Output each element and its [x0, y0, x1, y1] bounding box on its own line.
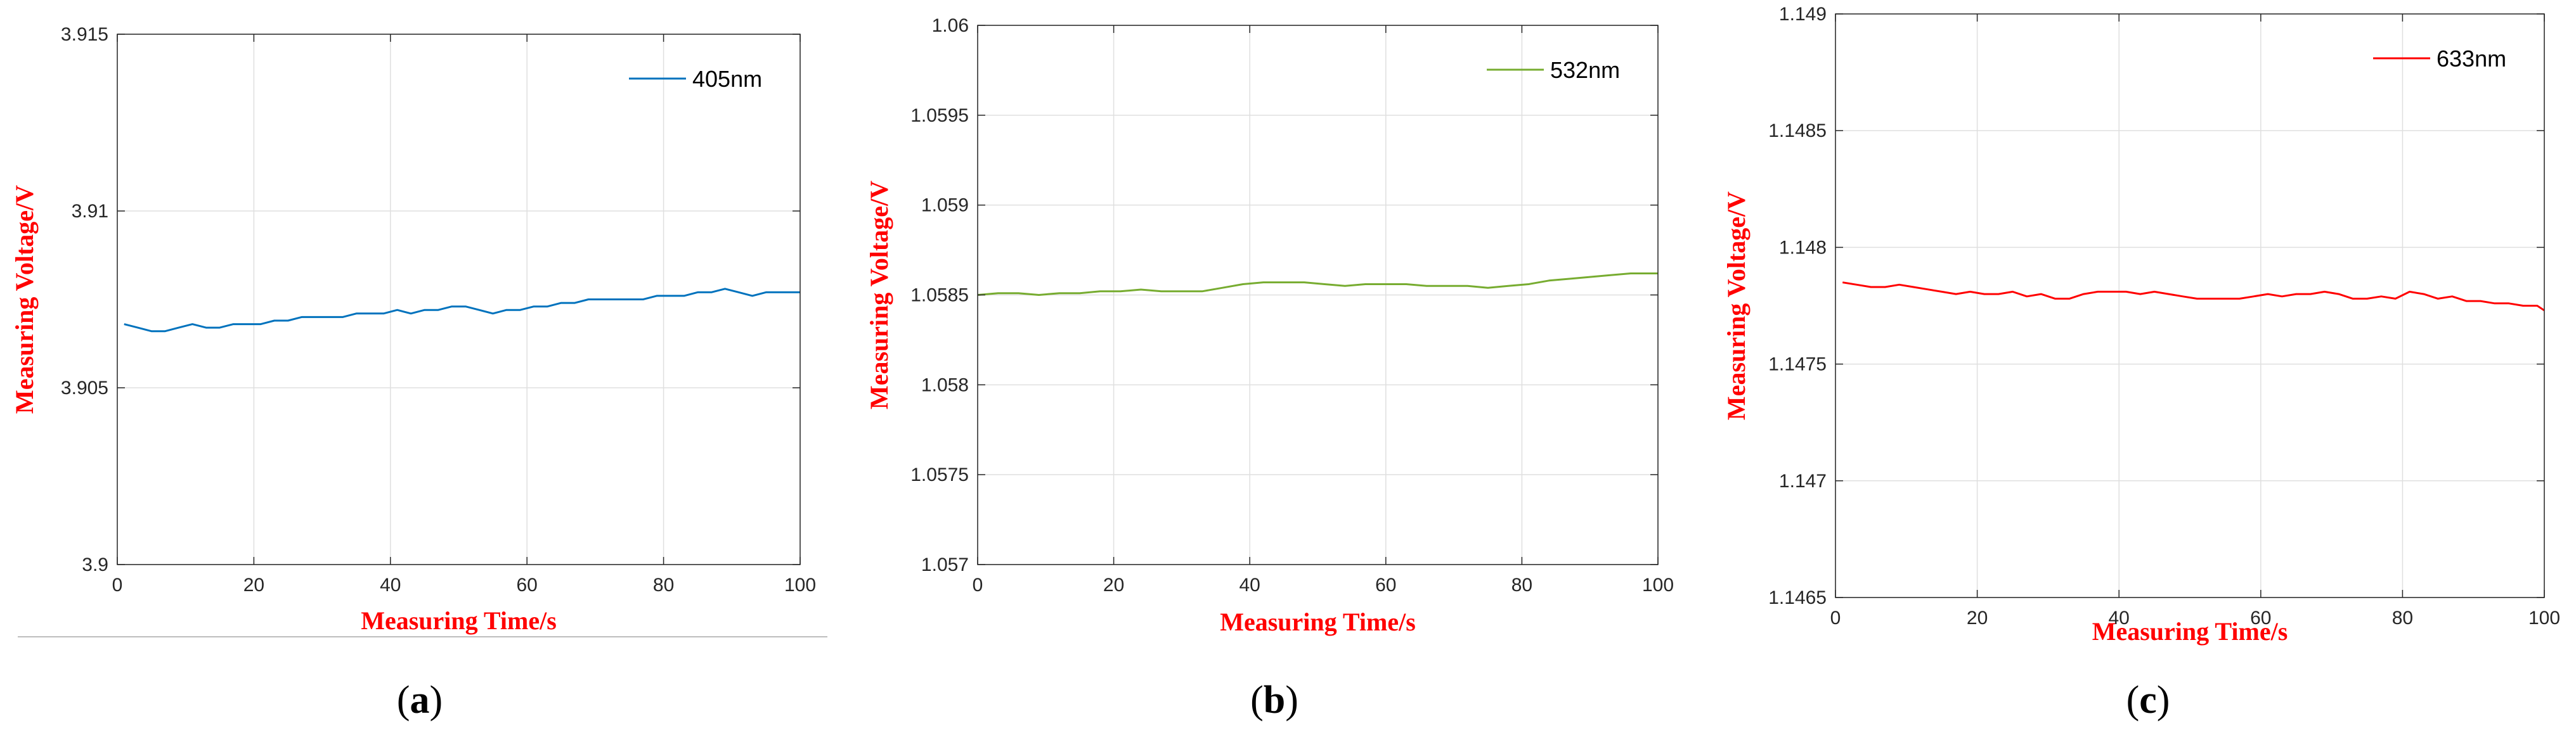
y-tick-label: 1.0575: [910, 464, 969, 485]
x-axis-label: Measuring Time/s: [2092, 617, 2288, 646]
axes-frame: [117, 34, 801, 565]
x-tick-label: 20: [243, 575, 264, 596]
y-tick-label: 1.059: [921, 195, 969, 216]
panel-caption: (b): [1250, 679, 1298, 722]
x-tick-label: 60: [517, 575, 538, 596]
caption-open-paren: (: [1250, 679, 1264, 722]
x-tick-label: 40: [1239, 575, 1260, 596]
x-axis-label: Measuring Time/s: [1220, 608, 1416, 636]
x-tick-label: 0: [973, 575, 983, 596]
caption-close-paren: ): [1285, 679, 1298, 722]
chart-panel-a: 405nm 0 20 40 60 80 100 3.9 3.905 3.91 3.915 Measur…: [10, 24, 827, 722]
y-tick-label: 1.1475: [1768, 354, 1827, 375]
caption-letter: b: [1264, 679, 1285, 722]
x-tick-label: 20: [1967, 608, 1988, 629]
series-line-532nm: [977, 272, 1658, 296]
panel-caption: (c): [2126, 679, 2170, 722]
y-tick-label: 3.915: [61, 24, 108, 45]
y-tick-label: 1.0595: [910, 105, 969, 126]
plot-area: [117, 34, 800, 565]
x-tick-label: 100: [1642, 575, 1674, 596]
x-tick-label: 20: [1103, 575, 1124, 596]
y-tick-label: 1.1485: [1768, 120, 1827, 141]
y-tick-label: 1.149: [1779, 4, 1827, 25]
axes-frame: [1835, 13, 2545, 598]
y-tick-label: 3.905: [61, 378, 108, 399]
chart-panel-b: 532nm 0 20 40 60 80 100 1.057 1.0575 1.058 1.0585 1…: [865, 15, 1674, 722]
y-tick-label: 1.147: [1779, 471, 1827, 492]
x-tick-label: 0: [1830, 608, 1841, 629]
x-tick-label: 80: [653, 575, 674, 596]
legend-label: 405nm: [692, 66, 762, 92]
caption-open-paren: (: [397, 679, 410, 722]
y-tick-label: 3.91: [72, 201, 108, 222]
y-axis-label: Measuring Voltage/V: [1722, 191, 1751, 420]
series-line-633nm: [1842, 281, 2545, 312]
plot-area: [1835, 14, 2544, 598]
y-axis-label: Measuring Voltage/V: [865, 181, 893, 409]
y-tick-label: 3.9: [82, 554, 108, 575]
series-line-405nm: [124, 288, 800, 333]
x-tick-label: 40: [380, 575, 401, 596]
caption-open-paren: (: [2126, 679, 2140, 722]
caption-close-paren: ): [430, 679, 443, 722]
y-tick-label: 1.1465: [1768, 587, 1827, 608]
legend-label: 532nm: [1550, 57, 1620, 83]
x-tick-label: 80: [1511, 575, 1532, 596]
legend-label: 633nm: [2437, 46, 2506, 72]
y-tick-label: 1.148: [1779, 237, 1827, 258]
x-tick-label: 100: [2528, 608, 2560, 629]
x-axis-label: Measuring Time/s: [361, 606, 557, 635]
x-tick-label: 100: [784, 575, 816, 596]
y-tick-label: 1.058: [921, 374, 969, 395]
x-tick-label: 40: [2109, 608, 2130, 629]
y-axis-label: Measuring Voltage/V: [10, 185, 39, 414]
y-tick-label: 1.0585: [910, 285, 969, 306]
y-tick-label: 1.057: [921, 554, 969, 575]
caption-close-paren: ): [2157, 679, 2170, 722]
x-tick-label: 80: [2392, 608, 2413, 629]
chart-panel-c: 633nm 0 20 40 60 80 100 1.1465 1.147 1.1475 1.148 1…: [1722, 4, 2560, 722]
x-tick-label: 60: [1375, 575, 1396, 596]
x-tick-label: 60: [2250, 608, 2271, 629]
panel-caption: (a): [397, 679, 443, 722]
caption-letter: a: [410, 679, 430, 722]
x-tick-label: 0: [112, 575, 123, 596]
caption-letter: c: [2139, 679, 2157, 722]
y-tick-label: 1.06: [932, 15, 969, 36]
